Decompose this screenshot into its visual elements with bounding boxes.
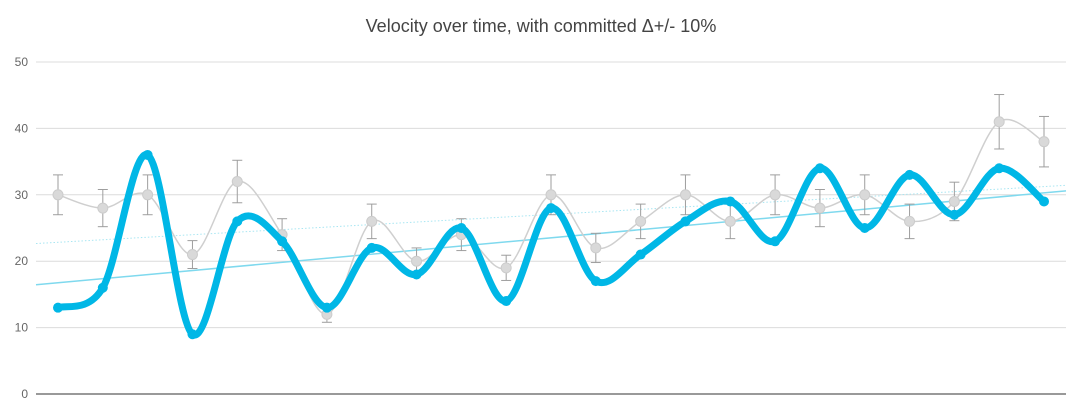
actual-point [187, 329, 198, 340]
y-tick-label: 20 [15, 254, 29, 268]
committed-point [724, 215, 736, 227]
y-tick-label: 10 [15, 321, 29, 335]
actual-point [635, 249, 646, 260]
grid-lines [36, 61, 1066, 395]
actual-point [232, 216, 243, 227]
committed-point [590, 242, 602, 254]
committed-point [635, 215, 647, 227]
y-tick-label: 50 [15, 55, 29, 69]
committed-point [52, 189, 64, 201]
committed-point [366, 215, 378, 227]
actual-point [770, 236, 781, 247]
committed-point [769, 189, 781, 201]
actual-point [366, 242, 377, 253]
committed-point [993, 116, 1005, 128]
actual-point [1039, 196, 1049, 207]
committed-point [142, 189, 154, 201]
chart-title: Velocity over time, with committed Δ+/- … [365, 16, 717, 36]
committed-point [500, 262, 512, 274]
committed-point [679, 189, 691, 201]
committed-point [814, 202, 826, 214]
actual-point [994, 163, 1005, 174]
actual-point [277, 236, 288, 247]
committed-point [859, 189, 871, 201]
committed-point [545, 189, 557, 201]
actual-point [456, 223, 467, 233]
y-tick-label: 40 [15, 121, 29, 135]
committed-point [948, 195, 960, 207]
actual-point [411, 269, 422, 280]
committed-point [411, 255, 423, 267]
y-tick-label: 0 [21, 387, 28, 401]
actual-series [53, 149, 1049, 340]
actual-point [859, 223, 870, 233]
actual-point [904, 169, 915, 180]
committed-line [57, 118, 1045, 316]
y-axis-ticks: 0 10 20 30 40 50 [15, 55, 29, 401]
actual-point [814, 163, 825, 174]
actual-point [590, 276, 601, 287]
committed-series [52, 94, 1050, 323]
actual-point [501, 296, 512, 307]
actual-point [321, 302, 332, 313]
y-tick-label: 30 [15, 188, 29, 202]
actual-point [725, 196, 736, 207]
actual-point [546, 203, 556, 214]
committed-point [904, 215, 916, 227]
actual-point [53, 302, 63, 313]
committed-point [186, 249, 198, 261]
committed-point [1038, 136, 1050, 148]
actual-point [949, 209, 960, 220]
actual-point [680, 216, 691, 227]
trendline-actual [35, 190, 1067, 286]
committed-point [231, 176, 243, 188]
actual-point [142, 149, 153, 160]
committed-point [97, 202, 109, 214]
actual-point [97, 282, 108, 293]
